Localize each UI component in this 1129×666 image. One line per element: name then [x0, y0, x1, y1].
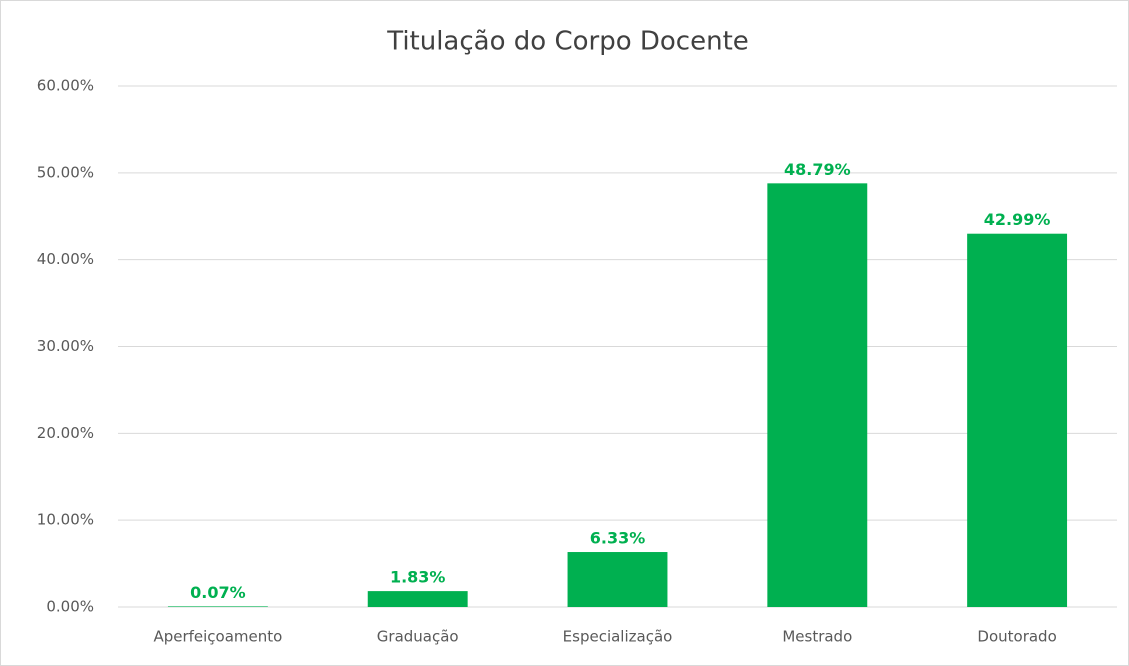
bar: [767, 183, 868, 608]
x-tick-label: Aperfeiçoamento: [153, 628, 282, 646]
bar: [367, 591, 468, 607]
y-tick-label: 10.00%: [37, 511, 94, 529]
data-label: 48.79%: [784, 160, 851, 179]
y-tick-label: 50.00%: [37, 163, 94, 181]
y-tick-label: 0.00%: [46, 598, 94, 616]
bar: [167, 606, 268, 607]
x-tick-label: Graduação: [377, 628, 459, 646]
x-tick-label: Especialização: [563, 628, 673, 646]
x-tick-label: Mestrado: [782, 628, 852, 646]
y-tick-label: 40.00%: [37, 250, 94, 268]
bar: [567, 552, 668, 607]
chart-title: Titulação do Corpo Docente: [386, 27, 749, 57]
data-label: 1.83%: [390, 568, 446, 587]
data-label: 42.99%: [984, 210, 1051, 229]
data-label: 6.33%: [590, 529, 646, 548]
data-label: 0.07%: [190, 583, 246, 602]
y-tick-label: 30.00%: [37, 337, 94, 355]
bar: [967, 233, 1068, 608]
x-tick-label: Doutorado: [977, 628, 1056, 646]
y-tick-label: 60.00%: [37, 77, 94, 95]
y-tick-label: 20.00%: [37, 424, 94, 442]
